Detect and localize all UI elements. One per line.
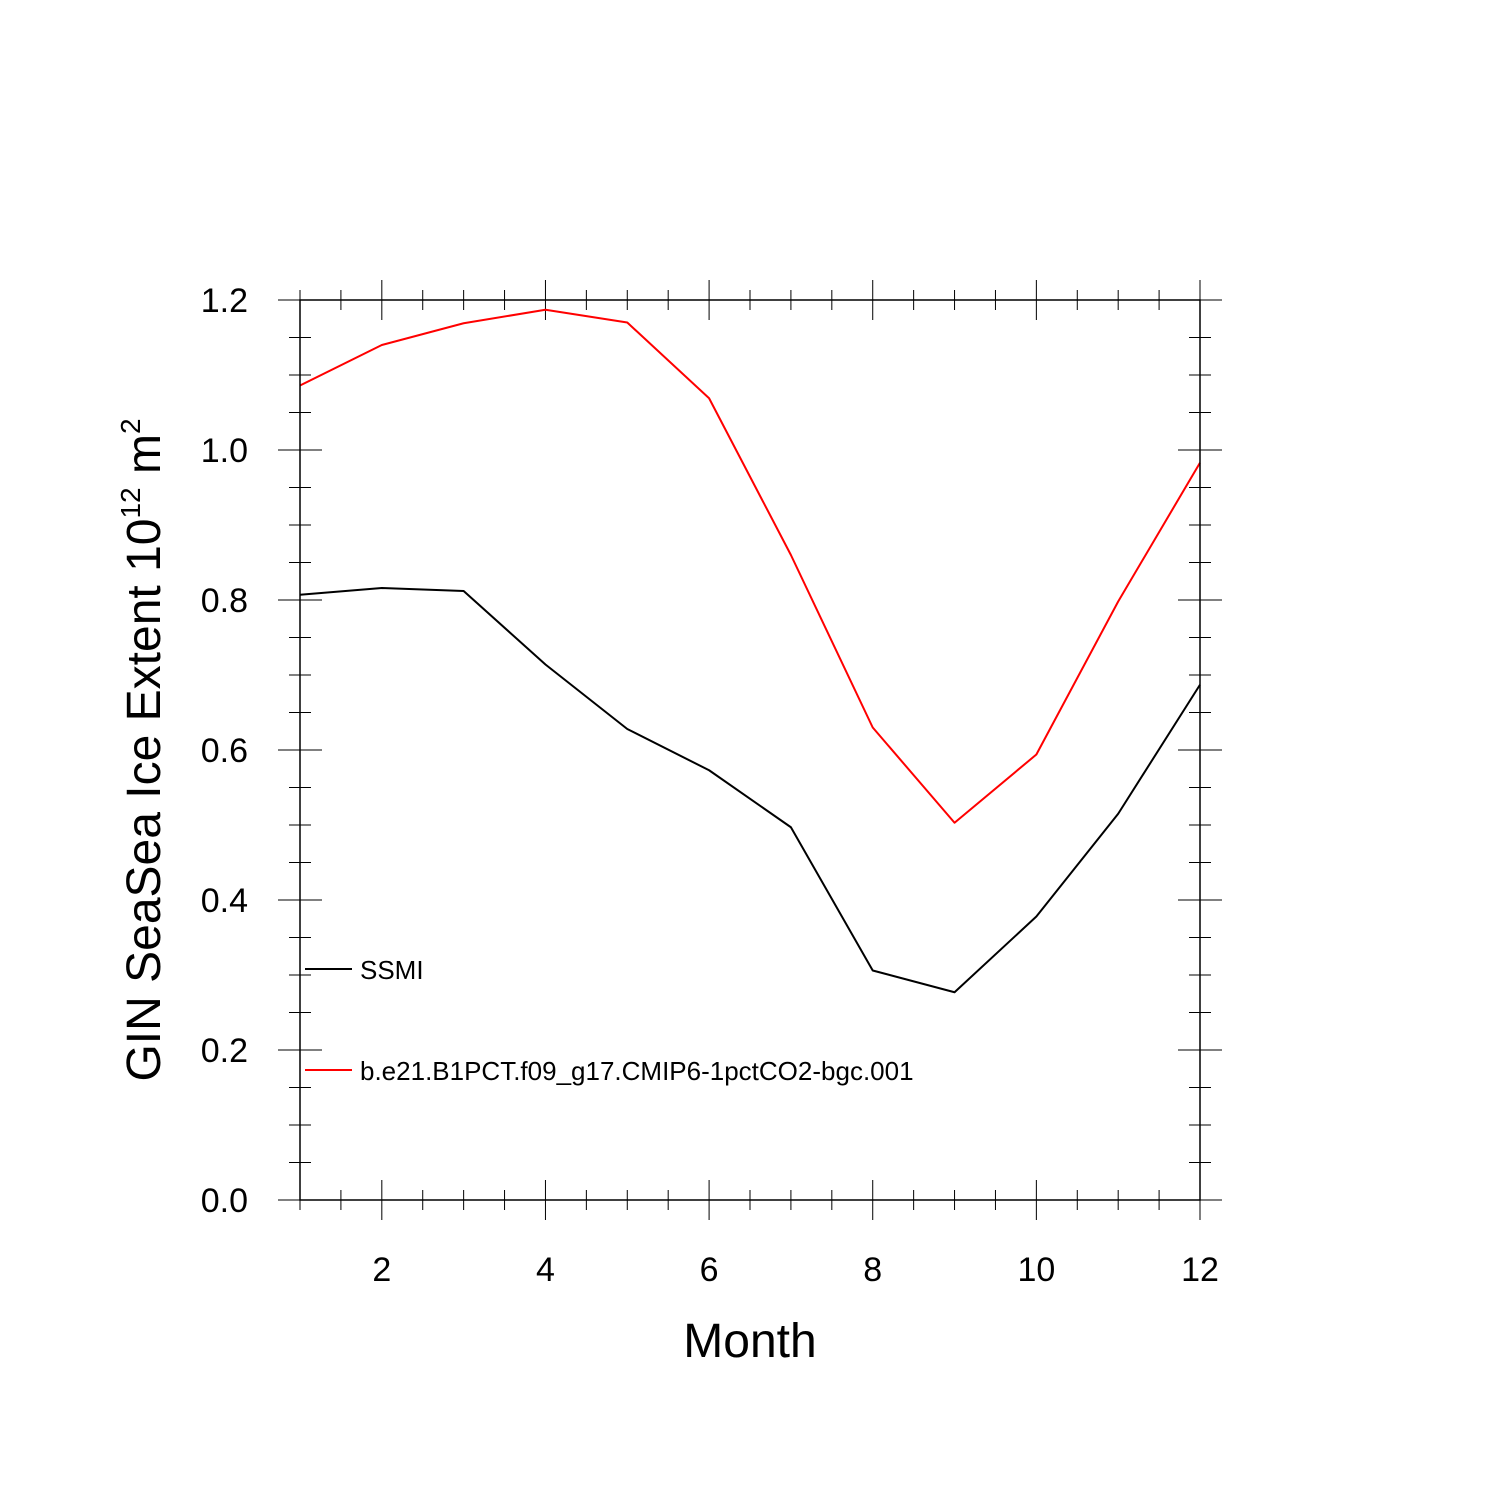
y-tick-label: 0.2: [201, 1032, 248, 1070]
y-axis-title-main: GIN SeaSea Ice Extent 10: [118, 519, 171, 1082]
series-layer: [299, 308, 1201, 994]
legend-label-ssmi: SSMI: [360, 955, 424, 985]
y-axis-title-exponent: 12: [115, 487, 146, 518]
y-axis-title-unit: m: [118, 434, 171, 487]
x-tick-label: 4: [536, 1251, 555, 1289]
x-tick-label: 6: [700, 1251, 719, 1289]
y-tick-label: 0.0: [201, 1182, 248, 1220]
y-tick-label: 0.6: [201, 732, 248, 770]
y-axis-title-unit-exponent: 2: [115, 418, 146, 434]
x-tick-label: 8: [863, 1251, 882, 1289]
series-line-1: [299, 308, 1201, 824]
legend-label-model: b.e21.B1PCT.f09_g17.CMIP6-1pctCO2-bgc.00…: [360, 1056, 914, 1086]
y-tick-label: 1.2: [201, 282, 248, 320]
x-tick-label: 2: [372, 1251, 391, 1289]
y-tick-label: 1.0: [201, 432, 248, 470]
y-axis-title: GIN SeaSea Ice Extent 1012 m2: [115, 418, 171, 1081]
y-tick-label: 0.4: [201, 882, 248, 920]
plot-frame: [299, 299, 1201, 1201]
tick-labels: 2 4 6 8 10 12 0.0 0.2 0.4 0.6 0.8 1.0 1.2: [201, 282, 1219, 1289]
x-tick-label: 10: [1017, 1251, 1055, 1289]
legend: SSMI b.e21.B1PCT.f09_g17.CMIP6-1pctCO2-b…: [305, 955, 914, 1086]
x-tick-label: 12: [1181, 1251, 1219, 1289]
y-tick-label: 0.8: [201, 582, 248, 620]
series-line-0: [299, 587, 1201, 994]
x-axis-title: Month: [683, 1315, 816, 1368]
